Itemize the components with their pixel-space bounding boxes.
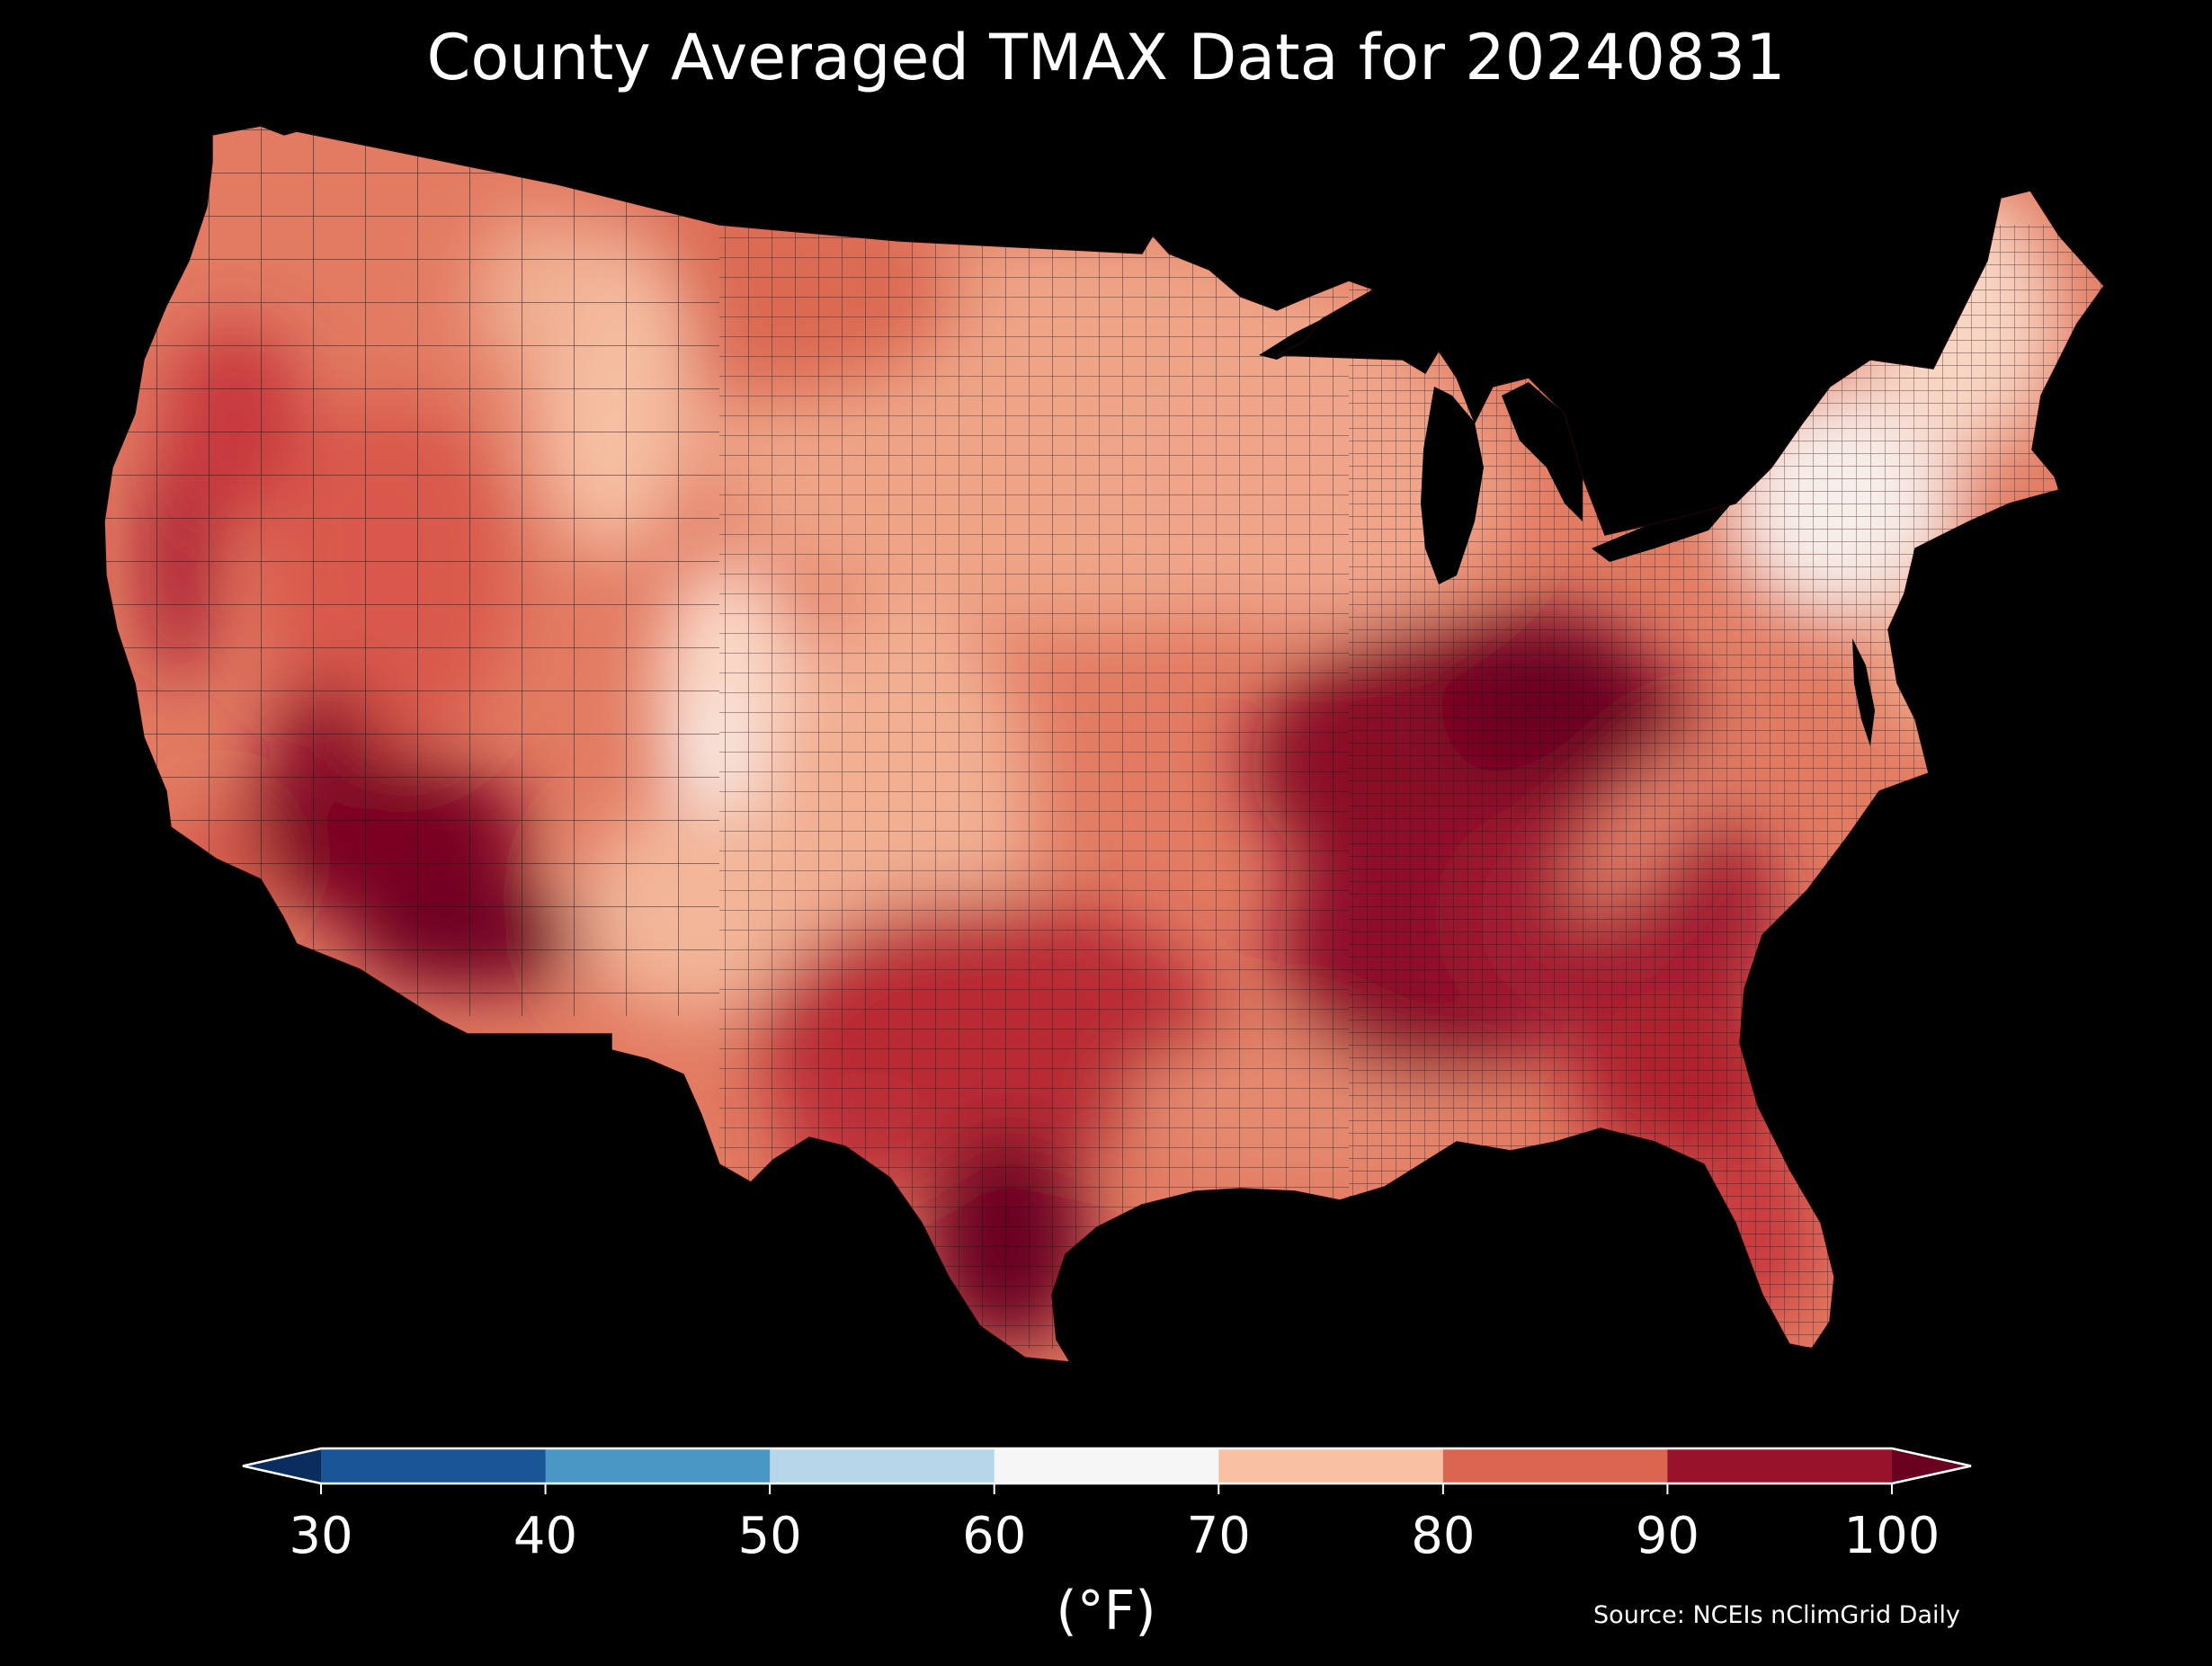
colorbar-bin-90-100	[1667, 1448, 1893, 1483]
colorbar-tick-label-80: 80	[1411, 1507, 1476, 1565]
colorbar-tick-label-90: 90	[1635, 1507, 1700, 1565]
colorbar-bin-50-60	[770, 1448, 995, 1483]
colorbar-tick-label-50: 50	[737, 1507, 802, 1565]
colorbar-extend-under	[243, 1448, 321, 1483]
colorbar-extend-over	[1892, 1448, 1971, 1483]
colorbar-tick-label-60: 60	[962, 1507, 1027, 1565]
map-title: County Averaged TMAX Data for 20240831	[426, 21, 1786, 94]
colorbar-bin-60-70	[994, 1448, 1219, 1483]
colorbar-bin-80-90	[1442, 1448, 1668, 1483]
chesapeake-bay	[1852, 638, 1875, 746]
colorbar-bin-40-50	[545, 1448, 771, 1483]
source-credit: Source: NCEIs nClimGrid Daily	[1593, 1601, 1960, 1629]
colorbar-bin-30-40	[321, 1448, 547, 1483]
colorbar-tick-label-70: 70	[1186, 1507, 1251, 1565]
lake-huron	[1502, 382, 1583, 521]
colorbar-tick-label-40: 40	[513, 1507, 578, 1565]
colorbar-units-label: (°F)	[1056, 1580, 1156, 1643]
colorbar-bin-70-80	[1218, 1448, 1444, 1483]
lake-michigan	[1421, 387, 1484, 584]
lake-erie	[1592, 499, 1735, 562]
colorbar-tick-label-100: 100	[1843, 1507, 1940, 1565]
great-lakes	[1259, 288, 1735, 584]
colorbar-tick-label-30: 30	[289, 1507, 353, 1565]
lake-superior	[1259, 288, 1385, 360]
